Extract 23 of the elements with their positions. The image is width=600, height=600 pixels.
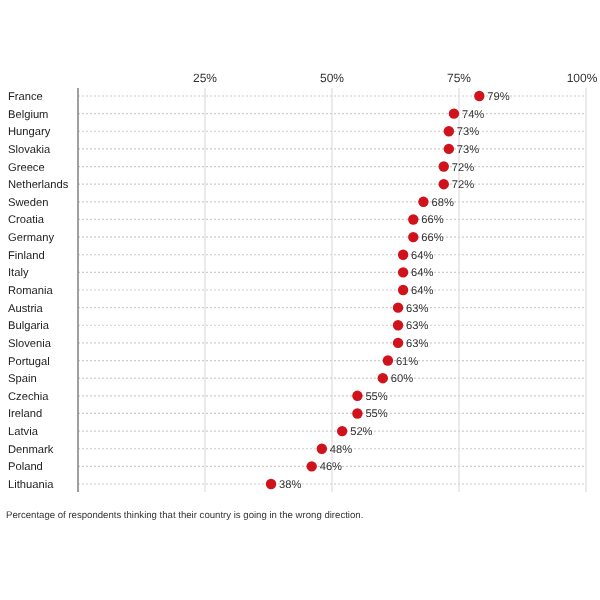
point	[392, 337, 404, 349]
point	[418, 196, 429, 208]
point	[397, 284, 409, 296]
point	[397, 249, 409, 260]
point	[408, 214, 419, 225]
point	[316, 443, 328, 454]
point	[265, 478, 277, 490]
point	[397, 267, 409, 278]
point	[443, 126, 455, 137]
point	[382, 355, 394, 366]
point	[474, 90, 485, 102]
point	[443, 143, 455, 155]
point	[306, 461, 317, 472]
point	[438, 161, 449, 172]
point	[392, 302, 404, 313]
point	[377, 372, 388, 384]
point	[392, 320, 404, 331]
point	[448, 108, 460, 119]
point	[438, 178, 449, 190]
point	[352, 390, 363, 402]
point	[352, 408, 363, 419]
point	[336, 425, 348, 437]
point	[408, 231, 419, 243]
